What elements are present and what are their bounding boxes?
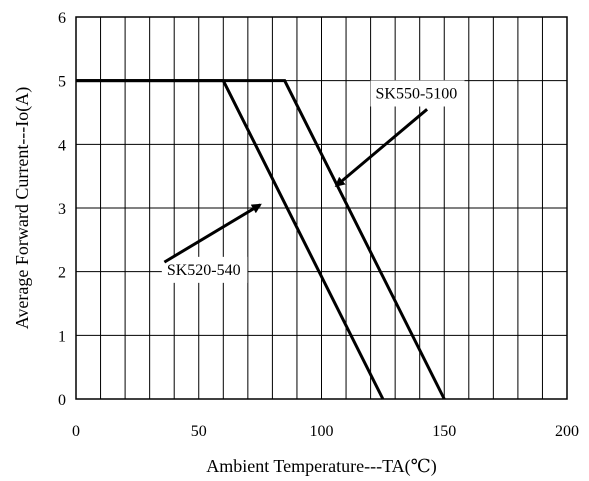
series-line bbox=[76, 79, 385, 400]
annotation-background bbox=[370, 80, 465, 107]
y-tick-label: 3 bbox=[58, 201, 66, 218]
series-line bbox=[76, 79, 446, 400]
y-tick-label: 6 bbox=[58, 10, 66, 27]
x-tick-label: 50 bbox=[191, 423, 207, 440]
y-tick-label: 5 bbox=[58, 74, 66, 91]
y-tick-label: 1 bbox=[58, 328, 66, 345]
y-tick-label: 2 bbox=[58, 265, 66, 282]
annotation-arrow bbox=[163, 203, 262, 264]
annotations: SK520-540 SK550-5100 bbox=[161, 80, 465, 283]
x-tick-label: 0 bbox=[72, 423, 80, 440]
series-lines bbox=[76, 79, 446, 400]
y-tick-label: 0 bbox=[58, 392, 66, 409]
y-axis-title: Average Forward Current---Io(A) bbox=[12, 87, 33, 330]
y-tick-labels: 0 1 2 3 4 5 6 bbox=[58, 10, 66, 409]
x-tick-label: 100 bbox=[310, 423, 334, 440]
annotation-arrow bbox=[334, 108, 429, 188]
annotation-background bbox=[161, 256, 248, 283]
x-axis-title: Ambient Temperature---TA(℃) bbox=[206, 456, 437, 477]
annotation-label: SK520-540 bbox=[167, 262, 241, 279]
annotation-label: SK550-5100 bbox=[376, 85, 458, 102]
plot-frame bbox=[75, 16, 568, 400]
x-tick-label: 150 bbox=[432, 423, 456, 440]
x-tick-label: 200 bbox=[555, 423, 579, 440]
x-tick-labels: 0 50 100 150 200 bbox=[72, 423, 579, 440]
y-tick-label: 4 bbox=[58, 137, 66, 154]
grid bbox=[76, 17, 567, 399]
